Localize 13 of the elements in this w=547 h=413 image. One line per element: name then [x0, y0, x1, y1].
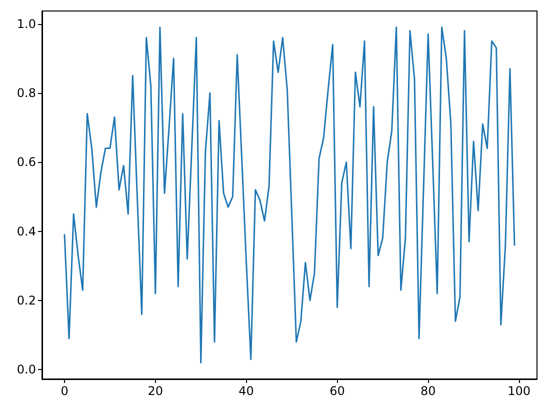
- y-tick-label: 0.4: [16, 224, 36, 238]
- y-tick-label: 0.2: [16, 293, 36, 308]
- x-tick-label: 0: [60, 384, 68, 398]
- y-tick-label: 0.8: [16, 86, 36, 100]
- line-series: [64, 26, 516, 364]
- x-tick-label: 40: [238, 384, 254, 398]
- y-tick-label: 0.0: [16, 362, 36, 377]
- x-tick-label: 60: [330, 384, 345, 398]
- y-tick-label: 0.6: [16, 155, 36, 170]
- x-tick-label: 100: [508, 384, 530, 398]
- x-tick-label: 20: [148, 384, 164, 398]
- y-tick-label: 1.0: [16, 16, 36, 31]
- x-tick-label: 80: [420, 384, 436, 398]
